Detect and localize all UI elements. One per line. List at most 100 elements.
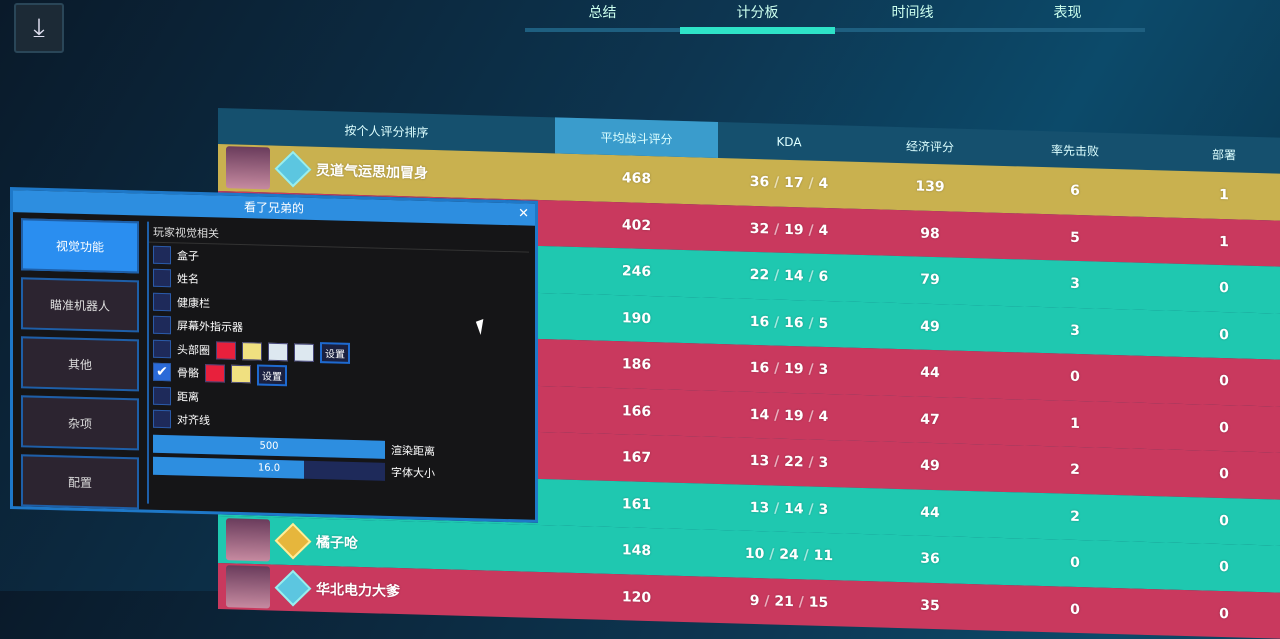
- acs-value: 402: [555, 215, 718, 236]
- tab-3[interactable]: 表现: [990, 0, 1145, 28]
- econ-value: 47: [860, 410, 1000, 430]
- rank-icon: [275, 151, 312, 188]
- option-label: 骨骼: [177, 365, 199, 382]
- kda-separator: /: [804, 408, 819, 424]
- acs-value: 190: [555, 308, 718, 329]
- tab-1[interactable]: 计分板: [680, 0, 835, 28]
- slider-track[interactable]: 500: [153, 435, 385, 459]
- color-swatch[interactable]: [268, 343, 288, 362]
- settings-button[interactable]: 设置: [257, 364, 287, 386]
- acs-value: 120: [555, 587, 718, 608]
- kda-value: 22 / 14 / 6: [718, 266, 860, 286]
- econ-value: 49: [860, 456, 1000, 476]
- kda-header[interactable]: KDA: [718, 133, 860, 151]
- settings-button[interactable]: 设置: [320, 342, 350, 364]
- option-label: 对齐线: [177, 412, 210, 429]
- plants-value: 0: [1150, 278, 1280, 298]
- color-swatch[interactable]: [242, 342, 262, 361]
- acs-value: 167: [555, 448, 718, 469]
- color-swatch[interactable]: [231, 365, 251, 384]
- kda-k: 16: [750, 360, 769, 377]
- player-avatar: [226, 565, 270, 608]
- econ-value: 139: [860, 177, 1000, 197]
- color-swatch[interactable]: [216, 341, 236, 360]
- kda-d: 24: [779, 547, 798, 564]
- player-cell: 华北电力大爹: [218, 563, 555, 619]
- option-checkbox[interactable]: [153, 269, 171, 287]
- download-button[interactable]: ⤓: [14, 3, 64, 53]
- slider-value: 500: [153, 435, 385, 459]
- option-checkbox[interactable]: [153, 316, 171, 334]
- sidebar-item-2[interactable]: 其他: [21, 336, 139, 391]
- cheat-menu-window: 看了兄弟的✕ 视觉功能瞄准机器人其他杂项配置 玩家视觉相关 盒子姓名健康栏屏幕外…: [10, 187, 538, 523]
- plants-value: 0: [1150, 325, 1280, 345]
- sidebar-item-0[interactable]: 视觉功能: [21, 218, 139, 273]
- acs-header[interactable]: 平均战斗评分: [555, 117, 718, 158]
- kda-a: 15: [809, 594, 828, 611]
- download-icon: ⤓: [33, 13, 45, 44]
- kda-separator: /: [760, 593, 775, 609]
- slider-track[interactable]: 16.0: [153, 457, 385, 481]
- kda-a: 3: [818, 362, 828, 378]
- tab-0[interactable]: 总结: [525, 0, 680, 28]
- kda-k: 32: [750, 221, 769, 238]
- sidebar-item-4[interactable]: 配置: [21, 454, 139, 509]
- option-checkbox[interactable]: ✔: [153, 363, 171, 381]
- kda-d: 22: [784, 454, 803, 471]
- plants-value: 0: [1150, 604, 1280, 624]
- first-bloods-header[interactable]: 率先击败: [1000, 139, 1150, 160]
- option-label: 盒子: [177, 247, 199, 264]
- tab-2[interactable]: 时间线: [835, 0, 990, 28]
- kda-separator: /: [804, 269, 819, 285]
- econ-value: 36: [860, 549, 1000, 569]
- option-checkbox[interactable]: [153, 339, 171, 357]
- kda-separator: /: [804, 501, 819, 517]
- kda-k: 14: [750, 407, 769, 424]
- slider-label: 渲染距离: [391, 442, 435, 459]
- econ-value: 79: [860, 270, 1000, 290]
- kda-a: 6: [818, 269, 828, 285]
- close-icon[interactable]: ✕: [518, 203, 529, 225]
- option-checkbox[interactable]: [153, 292, 171, 310]
- kda-value: 13 / 14 / 3: [718, 499, 860, 519]
- kda-k: 36: [750, 174, 769, 191]
- option-checkbox[interactable]: [153, 410, 171, 428]
- econ-value: 98: [860, 224, 1000, 244]
- rank-icon: [275, 523, 312, 560]
- kda-separator: /: [769, 175, 784, 191]
- kda-d: 21: [774, 593, 793, 610]
- option-checkbox[interactable]: [153, 245, 171, 263]
- plants-value: 0: [1150, 371, 1280, 391]
- kda-a: 4: [818, 223, 828, 239]
- kda-d: 16: [784, 315, 803, 332]
- acs-value: 246: [555, 262, 718, 283]
- kda-value: 14 / 19 / 4: [718, 406, 860, 426]
- kda-d: 17: [784, 175, 803, 192]
- first-bloods-value: 3: [1000, 321, 1150, 341]
- first-bloods-value: 0: [1000, 553, 1150, 573]
- first-bloods-value: 1: [1000, 414, 1150, 434]
- acs-value: 166: [555, 401, 718, 422]
- kda-k: 9: [750, 593, 760, 609]
- kda-separator: /: [769, 407, 784, 423]
- plants-value: 0: [1150, 418, 1280, 438]
- kda-d: 19: [784, 361, 803, 378]
- kda-value: 13 / 22 / 3: [718, 452, 860, 472]
- sidebar-item-1[interactable]: 瞄准机器人: [21, 277, 139, 332]
- plants-header[interactable]: 部署: [1150, 144, 1280, 165]
- plants-value: 0: [1150, 464, 1280, 484]
- sidebar-item-3[interactable]: 杂项: [21, 395, 139, 450]
- econ-header[interactable]: 经济评分: [860, 135, 1000, 156]
- kda-separator: /: [804, 315, 819, 331]
- first-bloods-value: 3: [1000, 274, 1150, 294]
- color-swatch[interactable]: [294, 343, 314, 362]
- econ-value: 44: [860, 503, 1000, 523]
- option-checkbox[interactable]: [153, 386, 171, 404]
- kda-d: 19: [784, 222, 803, 239]
- sort-header[interactable]: 按个人评分排序: [218, 118, 555, 144]
- econ-value: 35: [860, 596, 1000, 616]
- color-swatch[interactable]: [205, 364, 225, 383]
- econ-value: 49: [860, 317, 1000, 337]
- kda-value: 36 / 17 / 4: [718, 173, 860, 193]
